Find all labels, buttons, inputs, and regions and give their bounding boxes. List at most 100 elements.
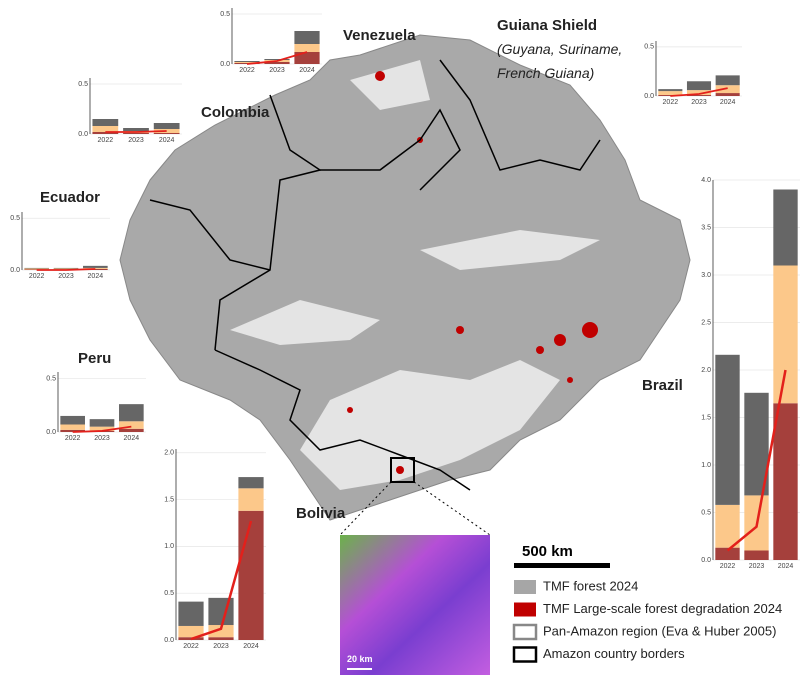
legend-swatch [512, 646, 538, 663]
x-tick-label: 2022 [720, 563, 736, 570]
trend-line [190, 520, 253, 641]
region-label: Venezuela [343, 27, 416, 44]
legend-swatch [512, 623, 538, 641]
bar-segment [60, 415, 85, 425]
y-tick-label: 2.5 [701, 319, 711, 326]
bar-segment [24, 268, 49, 270]
region-label: Ecuador [40, 189, 100, 206]
trend-line [246, 51, 308, 65]
y-tick-label: 0.0 [46, 429, 56, 436]
x-tick-label: 2024 [243, 643, 259, 650]
y-tick-label: 0.5 [644, 44, 654, 51]
bar-segment [123, 133, 149, 134]
scale-label: 500 km [522, 543, 573, 560]
bar-segment [24, 267, 49, 269]
bar-segment [686, 95, 712, 96]
scale-bar [514, 563, 610, 568]
legend-label: TMF Large-scale forest degradation 2024 [543, 601, 782, 616]
x-tick-label: 2024 [124, 435, 140, 442]
bar-segment [715, 504, 740, 548]
inset-image [340, 535, 490, 675]
bar-segment [234, 61, 260, 62]
bar-segment [773, 403, 798, 560]
y-tick-label: 4.0 [701, 177, 711, 184]
bar-segment [686, 90, 712, 96]
bar-segment [773, 265, 798, 404]
x-tick-label: 2024 [159, 137, 175, 144]
x-tick-label: 2024 [88, 273, 104, 280]
y-tick-label: 0.5 [78, 81, 88, 88]
trend-line [105, 130, 167, 133]
y-tick-label: 0.0 [220, 61, 230, 68]
trend-line [726, 369, 787, 552]
bar-segment [60, 429, 85, 432]
bar-segment [658, 89, 683, 92]
bar-segment [83, 265, 108, 268]
bar-segment [178, 601, 204, 626]
y-tick-label: 0.5 [164, 590, 174, 597]
trend-line [670, 87, 728, 97]
bar-segment [53, 268, 79, 270]
y-tick-label: 3.5 [701, 224, 711, 231]
bar-segment [744, 550, 769, 560]
bar-segment [89, 426, 115, 431]
bar-segment [153, 133, 180, 134]
bar-segment [264, 59, 290, 60]
bar-segment [123, 128, 149, 131]
bar-segment [208, 625, 234, 638]
bar-segment [119, 421, 144, 429]
x-tick-label: 2023 [58, 273, 74, 280]
bar-segment [89, 419, 115, 427]
bar-segment [715, 354, 740, 505]
region-label: Brazil [642, 377, 683, 394]
bar-segment [294, 44, 320, 52]
y-tick-label: 0.0 [644, 93, 654, 100]
inset-charts: 0.0 0.5 2022 2023 2024 0.0 0.5 2022 2023 2024 0.0 0… [10, 8, 800, 650]
x-tick-label: 2022 [65, 435, 81, 442]
region-label: Bolivia [296, 505, 346, 522]
x-tick-label: 2022 [663, 99, 679, 106]
bar-segment [238, 488, 264, 511]
bar-segment [24, 269, 49, 270]
y-tick-label: 0.5 [701, 509, 711, 516]
bar-segment [264, 62, 290, 64]
x-tick-label: 2023 [94, 435, 110, 442]
x-tick-label: 2023 [749, 563, 765, 570]
bar-segment [238, 510, 264, 640]
non-forest [230, 60, 600, 490]
y-tick-label: 1.0 [164, 543, 174, 550]
bar-segment [234, 62, 260, 63]
y-tick-label: 0.5 [46, 375, 56, 382]
inset-connector [413, 481, 491, 536]
bar-segment [715, 547, 740, 560]
bar-segment [294, 52, 320, 64]
y-tick-label: 0.0 [701, 557, 711, 564]
bar-segment [92, 119, 119, 126]
y-tick-label: 0.0 [78, 131, 88, 138]
bar-segment [153, 123, 180, 129]
bar-segment [119, 404, 144, 422]
y-tick-label: 2.0 [701, 367, 711, 374]
region-note: French Guiana) [497, 65, 594, 81]
y-tick-label: 1.5 [701, 414, 711, 421]
trend-line [72, 425, 132, 433]
bar-segment [208, 597, 234, 626]
trend-line [36, 268, 96, 271]
amazon-region [119, 34, 691, 521]
region-label: Guiana Shield [497, 17, 597, 34]
x-tick-label: 2023 [128, 137, 144, 144]
y-tick-label: 0.5 [220, 11, 230, 18]
bar-segment [119, 428, 144, 432]
bar-segment [715, 93, 740, 96]
x-tick-label: 2024 [778, 563, 794, 570]
x-tick-label: 2024 [299, 67, 315, 74]
bar-segment [715, 85, 740, 94]
bar-segment [238, 477, 264, 489]
y-tick-label: 1.0 [701, 462, 711, 469]
x-tick-label: 2022 [183, 643, 199, 650]
inset-scale: 20 km [347, 654, 373, 664]
legend-label: TMF forest 2024 [543, 578, 638, 593]
x-tick-label: 2023 [269, 67, 285, 74]
legend-swatch [514, 602, 536, 617]
